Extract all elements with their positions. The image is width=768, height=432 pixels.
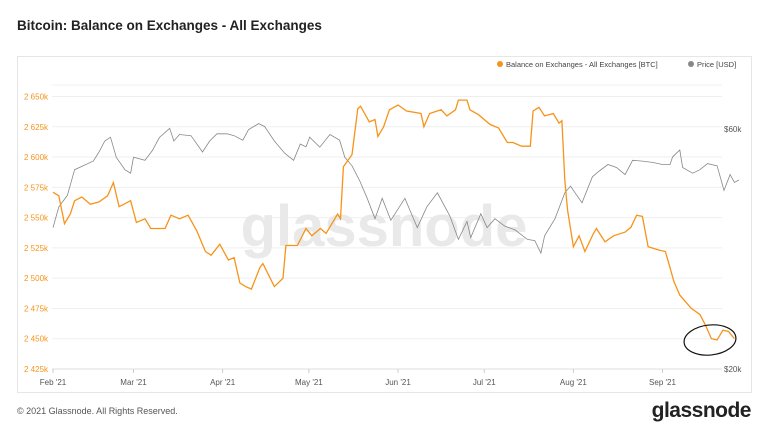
y-tick-label: 2 600k <box>24 153 49 162</box>
x-tick-label: Sep '21 <box>649 378 676 387</box>
y-tick-label: 2 425k <box>24 365 49 374</box>
x-tick-label: Jul '21 <box>473 378 496 387</box>
legend-label-price[interactable]: Price [USD] <box>697 60 736 69</box>
legend-dot-price <box>688 61 694 67</box>
x-tick-label: Apr '21 <box>210 378 236 387</box>
y-tick-label: 2 500k <box>24 274 49 283</box>
y-tick-label: 2 475k <box>24 304 49 313</box>
legend-label-balance[interactable]: Balance on Exchanges - All Exchanges [BT… <box>506 60 658 69</box>
x-axis: Feb '21 Mar '21 Apr '21 May '21 Jun '21 Jul '… <box>40 368 722 387</box>
x-tick-label: Mar '21 <box>120 378 147 387</box>
copyright: © 2021 Glassnode. All Rights Reserved. <box>17 406 178 416</box>
chart-title: Bitcoin: Balance on Exchanges - All Exch… <box>17 18 322 33</box>
y-tick-label: 2 525k <box>24 244 49 253</box>
y-axis-right: $60k $20k <box>724 125 742 374</box>
x-tick-label: Aug '21 <box>560 378 587 387</box>
y-tick-label: 2 575k <box>24 183 49 192</box>
x-tick-label: May '21 <box>295 378 323 387</box>
series-price-line <box>52 123 740 255</box>
y-right-tick-label: $60k <box>724 125 742 134</box>
x-tick-label: Feb '21 <box>40 378 67 387</box>
legend-dot-balance <box>497 61 503 67</box>
y-tick-label: 2 450k <box>24 335 49 344</box>
x-tick-label: Jun '21 <box>385 378 411 387</box>
chart-card <box>17 56 752 393</box>
annotation-circle <box>683 324 737 356</box>
legend[interactable]: Balance on Exchanges - All Exchanges [BT… <box>497 60 736 69</box>
glassnode-logo: glassnode <box>651 399 752 422</box>
series-balance-line <box>52 99 735 341</box>
y-axis-left: 2 650k 2 625k 2 600k 2 575k 2 550k 2 525k 2 50… <box>24 93 49 375</box>
y-right-tick-label: $20k <box>724 365 742 374</box>
y-tick-label: 2 550k <box>24 214 49 223</box>
watermark: glassnode <box>241 194 528 259</box>
y-tick-label: 2 650k <box>24 93 49 102</box>
y-tick-label: 2 625k <box>24 123 49 132</box>
